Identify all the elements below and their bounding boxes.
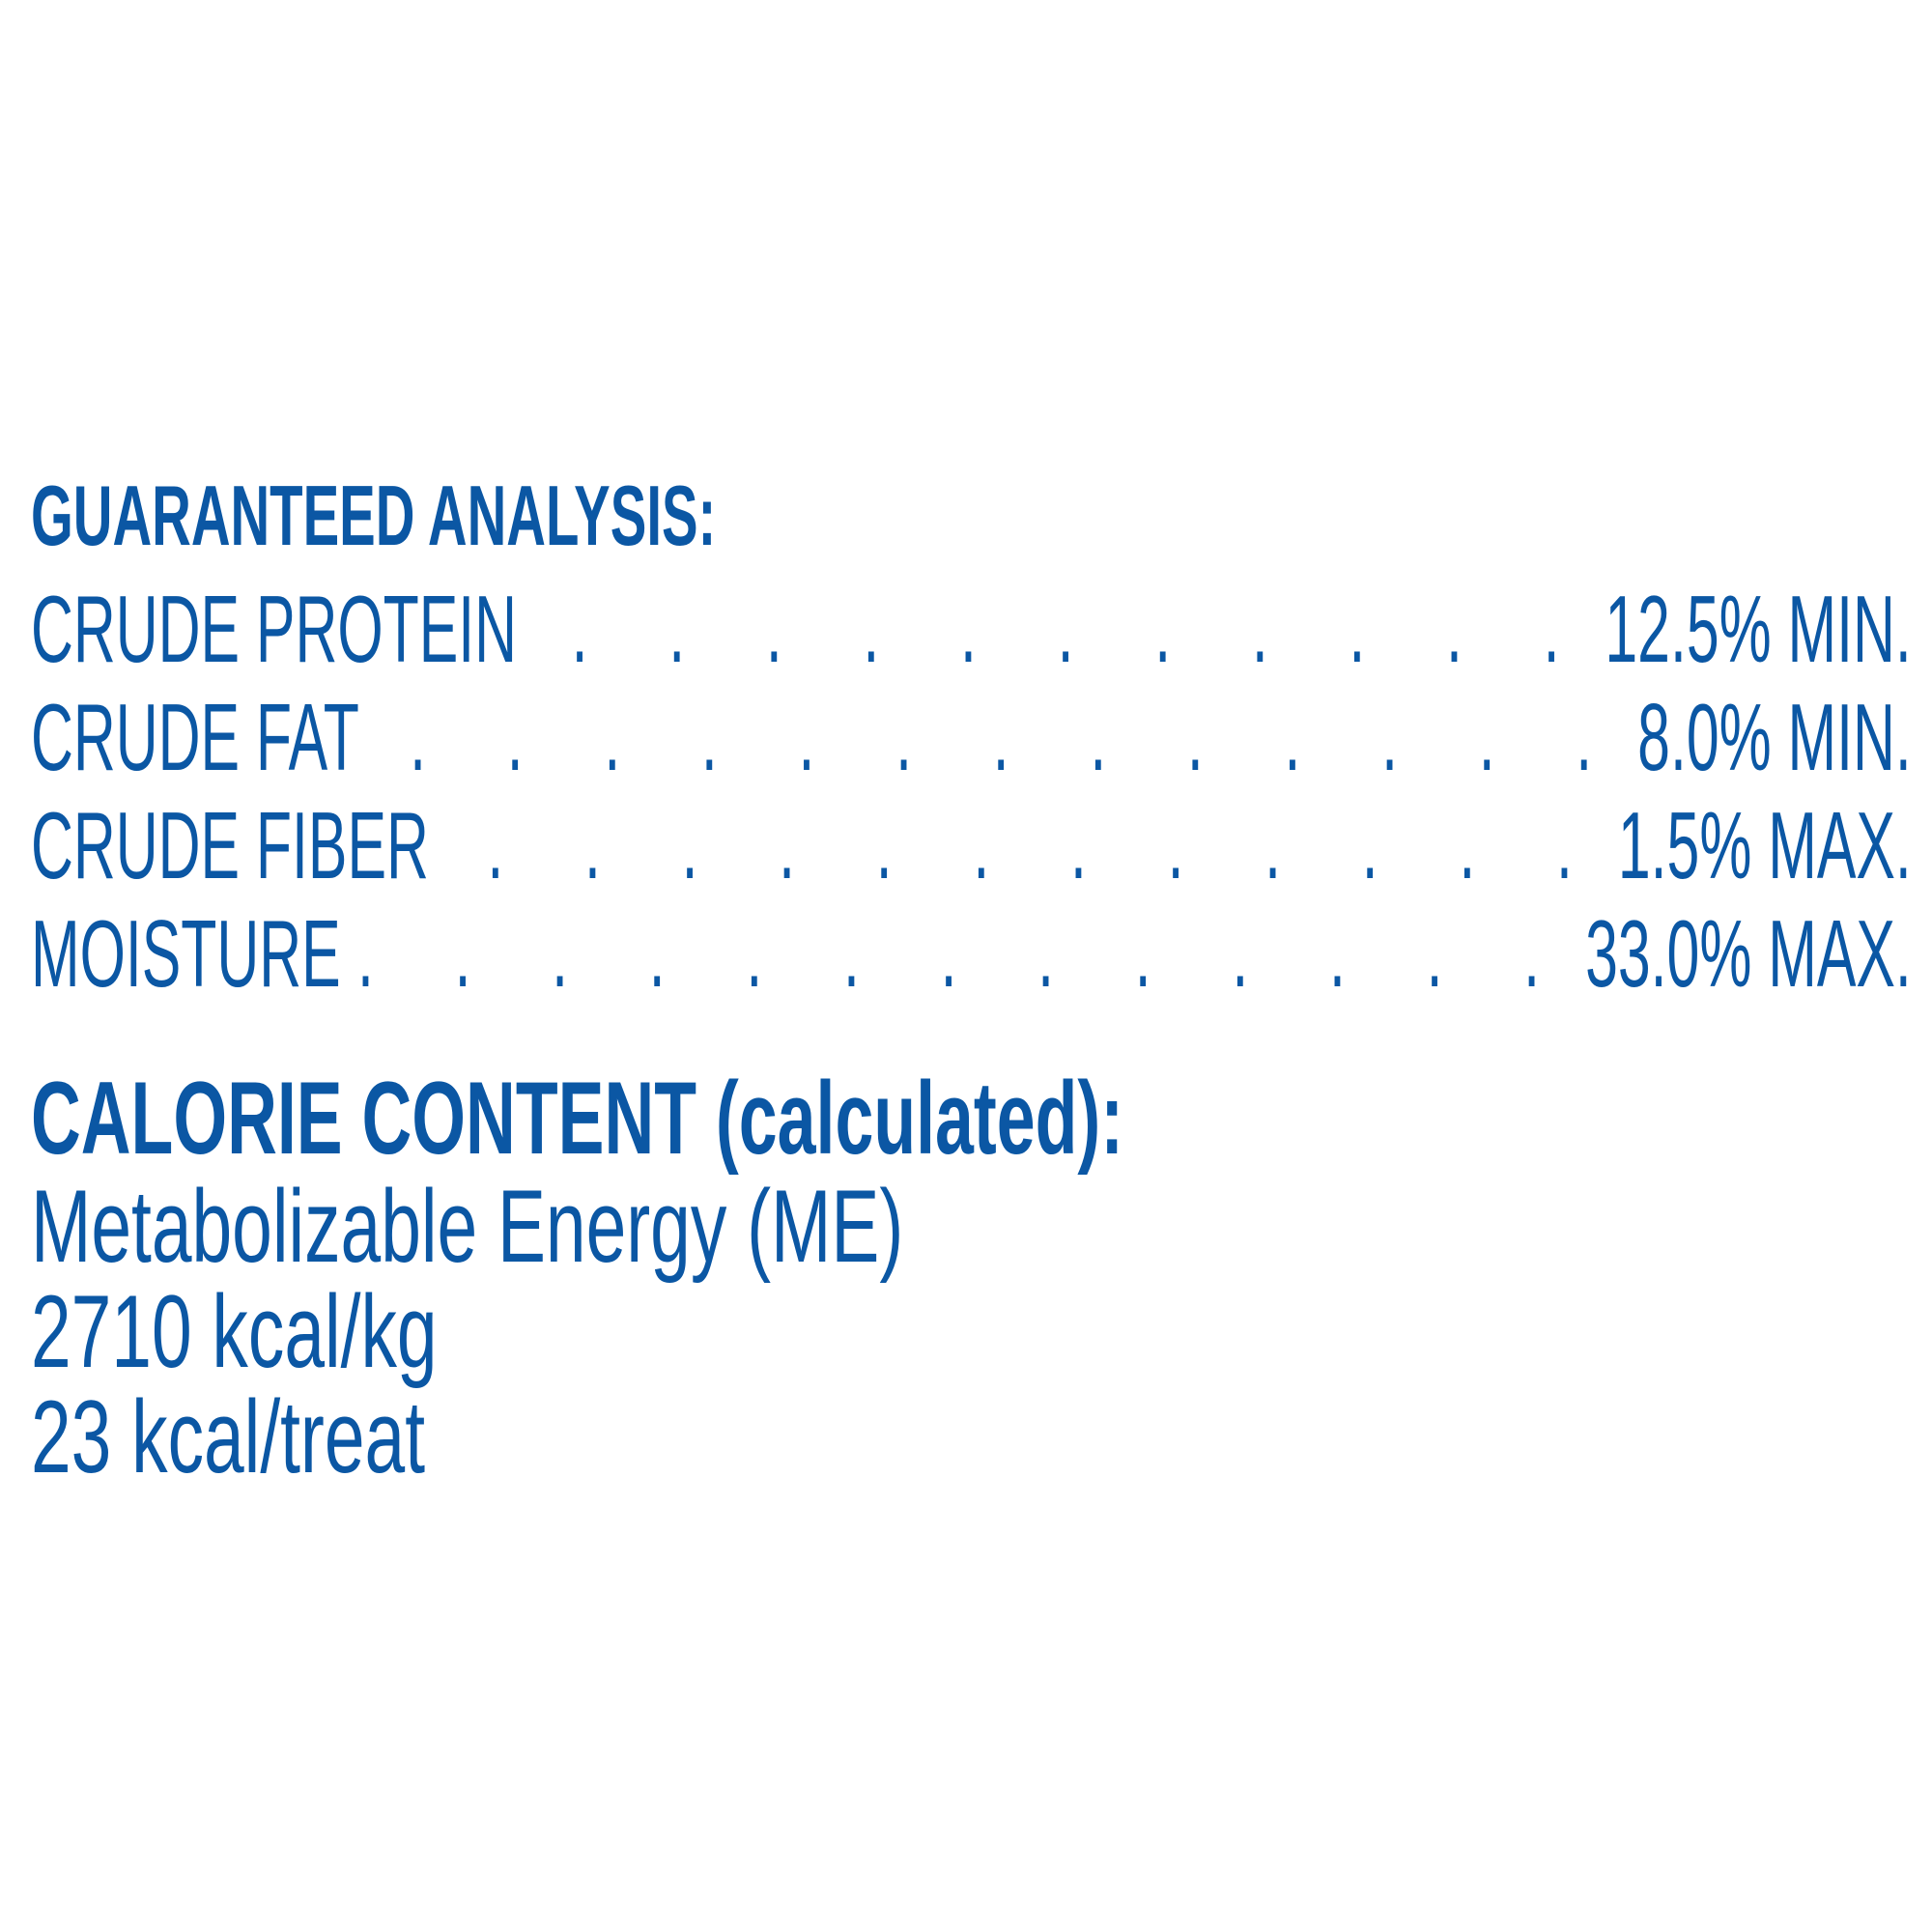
kcal-per-treat: 23 kcal/treat	[31, 1378, 426, 1494]
guaranteed-analysis-heading: GUARANTEED ANALYSIS:	[31, 468, 717, 563]
analysis-row-moisture: MOISTURE . . . . . . . . . . . . . . . .…	[31, 906, 1912, 1001]
row-label: CRUDE FAT	[31, 684, 359, 790]
row-value: 33.0% MAX.	[1585, 900, 1912, 1007]
dot-leader: . . . . . . . . . . . . . . . . . . . . …	[441, 798, 1605, 893]
kcal-per-kg: 2710 kcal/kg	[31, 1273, 438, 1389]
row-label: MOISTURE	[31, 900, 341, 1007]
row-value: 12.5% MIN.	[1605, 576, 1912, 682]
row-value: 8.0% MIN.	[1637, 684, 1912, 790]
row-value: 1.5% MAX.	[1617, 792, 1912, 898]
row-label: CRUDE FIBER	[31, 792, 429, 898]
row-label: CRUDE PROTEIN	[31, 576, 517, 682]
dot-leader: . . . . . . . . . . . . . . . . . . . . …	[354, 906, 1573, 1001]
dot-leader: . . . . . . . . . . . . . . . . . . . . …	[372, 690, 1625, 784]
analysis-row-crude-protein: CRUDE PROTEIN . . . . . . . . . . . . . …	[31, 582, 1912, 676]
analysis-row-crude-fiber: CRUDE FIBER . . . . . . . . . . . . . . …	[31, 798, 1912, 893]
dot-leader: . . . . . . . . . . . . . . . . . . . . …	[530, 582, 1592, 676]
metabolizable-energy-label: Metabolizable Energy (ME)	[31, 1168, 904, 1284]
analysis-row-crude-fat: CRUDE FAT . . . . . . . . . . . . . . . …	[31, 690, 1912, 784]
calorie-content-heading: CALORIE CONTENT (calculated):	[31, 1060, 1124, 1176]
